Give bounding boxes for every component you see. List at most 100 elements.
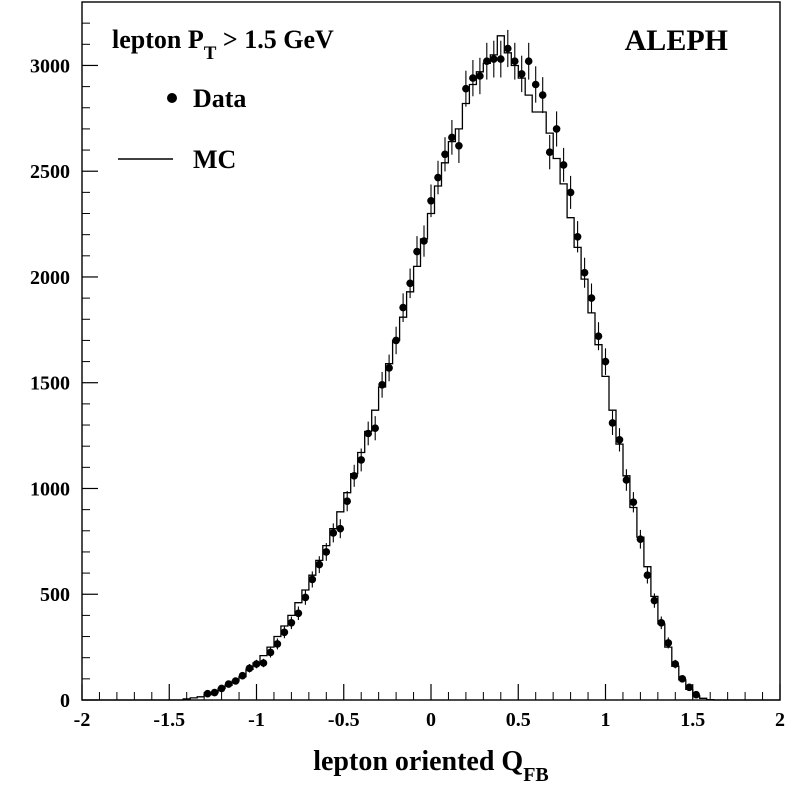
- data-point: [308, 575, 317, 584]
- data-point: [545, 148, 554, 156]
- cut-annotation: lepton PT > 1.5 GeV: [112, 25, 334, 64]
- legend-data-marker: [167, 93, 177, 103]
- data-point: [434, 173, 442, 182]
- data-point: [643, 571, 652, 579]
- data-point: [587, 294, 596, 302]
- data-point: [685, 683, 694, 692]
- data-point: [315, 560, 324, 569]
- data-point: [399, 303, 407, 312]
- y-tick-label: 2500: [30, 161, 70, 183]
- data-point: [580, 268, 589, 277]
- data-point: [622, 476, 631, 484]
- data-point: [511, 57, 519, 65]
- data-point: [203, 689, 212, 698]
- x-tick-label: 1: [601, 709, 611, 731]
- data-point: [336, 524, 345, 533]
- data-point: [608, 419, 617, 427]
- data-point: [301, 593, 310, 602]
- data-point: [615, 436, 624, 444]
- data-point: [427, 197, 435, 205]
- x-tick-label: -2: [74, 709, 91, 731]
- y-tick-label: 3000: [30, 55, 70, 77]
- data-point: [657, 619, 666, 627]
- legend: Data MC: [118, 84, 246, 174]
- data-point: [266, 648, 275, 657]
- data-point: [671, 660, 680, 668]
- x-tick-label: -1.5: [153, 709, 185, 731]
- data-point: [364, 429, 373, 438]
- x-axis-title: lepton oriented QFB: [313, 746, 549, 785]
- data-point: [357, 456, 366, 464]
- data-point: [636, 535, 645, 543]
- data-point: [280, 628, 289, 637]
- x-tick-label: 2: [775, 709, 785, 731]
- data-point: [469, 74, 477, 82]
- x-tick-label: 0: [426, 709, 436, 731]
- data-point: [531, 80, 540, 89]
- data-point: [371, 424, 380, 433]
- data-point: [259, 659, 268, 667]
- data-point: [217, 684, 226, 693]
- y-tick-label: 1500: [30, 373, 70, 395]
- data-point: [210, 688, 219, 697]
- data-point: [664, 639, 673, 647]
- data-point: [517, 70, 526, 78]
- data-point: [490, 55, 498, 63]
- data-point: [538, 91, 547, 99]
- data-point: [238, 671, 247, 680]
- data-point: [385, 364, 393, 372]
- data-point: [552, 125, 561, 133]
- mc-histogram-line: [82, 35, 780, 701]
- data-point: [406, 279, 414, 288]
- legend-data-label: Data: [193, 84, 246, 113]
- data-point: [392, 336, 400, 345]
- data-point: [497, 55, 505, 63]
- data-point: [678, 675, 687, 683]
- data-point: [294, 609, 303, 618]
- y-tick-label: 500: [40, 584, 70, 606]
- data-point: [476, 72, 484, 80]
- data-point: [455, 142, 463, 150]
- data-point: [224, 680, 233, 688]
- data-point: [692, 690, 700, 699]
- x-tick-label: 1.5: [680, 709, 705, 731]
- experiment-label: ALEPH: [625, 24, 728, 57]
- y-tick-label: 2000: [30, 267, 70, 289]
- data-point: [245, 664, 254, 673]
- data-point: [462, 84, 470, 93]
- data-point: [413, 247, 421, 256]
- axes: -2 -1.5 -1 -0.5 0 0.5 1 1.5 2 0 500 1000 1500 2000 250…: [30, 22, 785, 731]
- data-point: [566, 188, 575, 197]
- data-point: [343, 497, 352, 506]
- x-tick-label: 0.5: [506, 709, 531, 731]
- x-tick-label: -1: [248, 709, 265, 731]
- data-point: [629, 498, 638, 507]
- data-point: [420, 237, 428, 245]
- data-point: [448, 133, 456, 142]
- data-point: [287, 619, 296, 627]
- data-point: [594, 332, 603, 341]
- y-tick-label: 1000: [30, 478, 70, 500]
- data-point: [252, 660, 261, 668]
- data-point: [573, 233, 582, 241]
- data-point: [601, 357, 610, 366]
- data-point: [378, 381, 386, 389]
- data-point: [322, 548, 331, 556]
- legend-mc-label: MC: [193, 145, 236, 174]
- mc-histogram: [82, 35, 780, 701]
- data-point: [524, 57, 533, 65]
- data-point: [231, 677, 240, 685]
- data-point: [504, 44, 512, 53]
- y-tick-label: 0: [60, 690, 70, 712]
- data-points: [203, 29, 700, 699]
- data-point: [350, 472, 359, 480]
- data-point: [650, 596, 659, 605]
- data-point: [273, 640, 282, 648]
- data-point: [441, 150, 449, 159]
- x-tick-label: -0.5: [328, 709, 360, 731]
- data-point: [483, 57, 491, 65]
- data-point: [559, 161, 568, 169]
- data-point: [329, 529, 338, 537]
